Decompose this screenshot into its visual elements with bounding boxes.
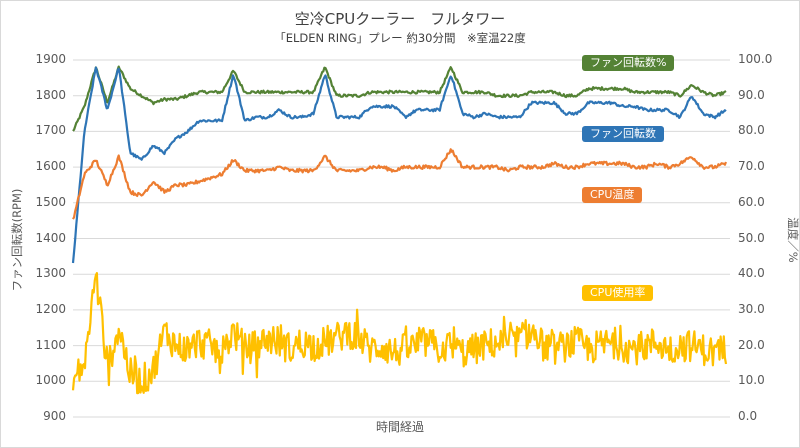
series-line <box>71 66 727 264</box>
y-axis-left-label: ファン回転数(RPM) <box>10 188 24 292</box>
x-axis-label: 時間経過 <box>375 420 424 434</box>
y-tick-left: 1900 <box>35 52 66 66</box>
y-tick-left: 900 <box>43 409 66 423</box>
y-tick-right: 20.0 <box>738 337 765 352</box>
y-tick-left: 1700 <box>35 123 66 138</box>
y-tick-left: 1300 <box>35 266 66 281</box>
legend-label-cpu-usage: CPU使用率 <box>582 285 654 301</box>
y-tick-right: 60.0 <box>738 194 765 209</box>
legend-label-cpu-temp: CPU温度 <box>582 187 643 203</box>
y-tick-right: 10.0 <box>738 373 765 388</box>
y-tick-right: 90.0 <box>738 87 765 102</box>
y-tick-right: 30.0 <box>738 301 765 316</box>
y-tick-left: 1400 <box>35 230 66 245</box>
series-line <box>72 148 728 220</box>
y-tick-left: 1200 <box>35 301 66 316</box>
y-tick-left: 1100 <box>35 337 66 352</box>
y-axis-right-label: 温度／% <box>786 217 800 263</box>
legend-label-fan-percent: ファン回転数% <box>582 55 675 71</box>
chart-title: 空冷CPUクーラー フルタワー <box>294 10 506 28</box>
y-tick-left: 1600 <box>35 159 66 174</box>
y-tick-right: 80.0 <box>738 123 765 138</box>
y-tick-right: 40.0 <box>738 266 765 281</box>
y-tick-left: 1500 <box>35 194 66 209</box>
y-tick-right: 100.0 <box>738 52 773 66</box>
y-tick-right: 50.0 <box>738 230 765 245</box>
y-tick-right: 0.0 <box>738 409 758 423</box>
y-tick-left: 1800 <box>35 87 66 102</box>
series-line <box>72 65 727 132</box>
y-tick-right: 70.0 <box>738 159 765 174</box>
chart-subtitle: 「ELDEN RING」プレー 約30分間 ※室温22度 <box>274 31 526 45</box>
series-line <box>71 272 728 395</box>
series-lines <box>71 65 728 395</box>
legend-label-fan-rpm: ファン回転数 <box>582 126 664 142</box>
y-tick-left: 1000 <box>35 373 66 388</box>
